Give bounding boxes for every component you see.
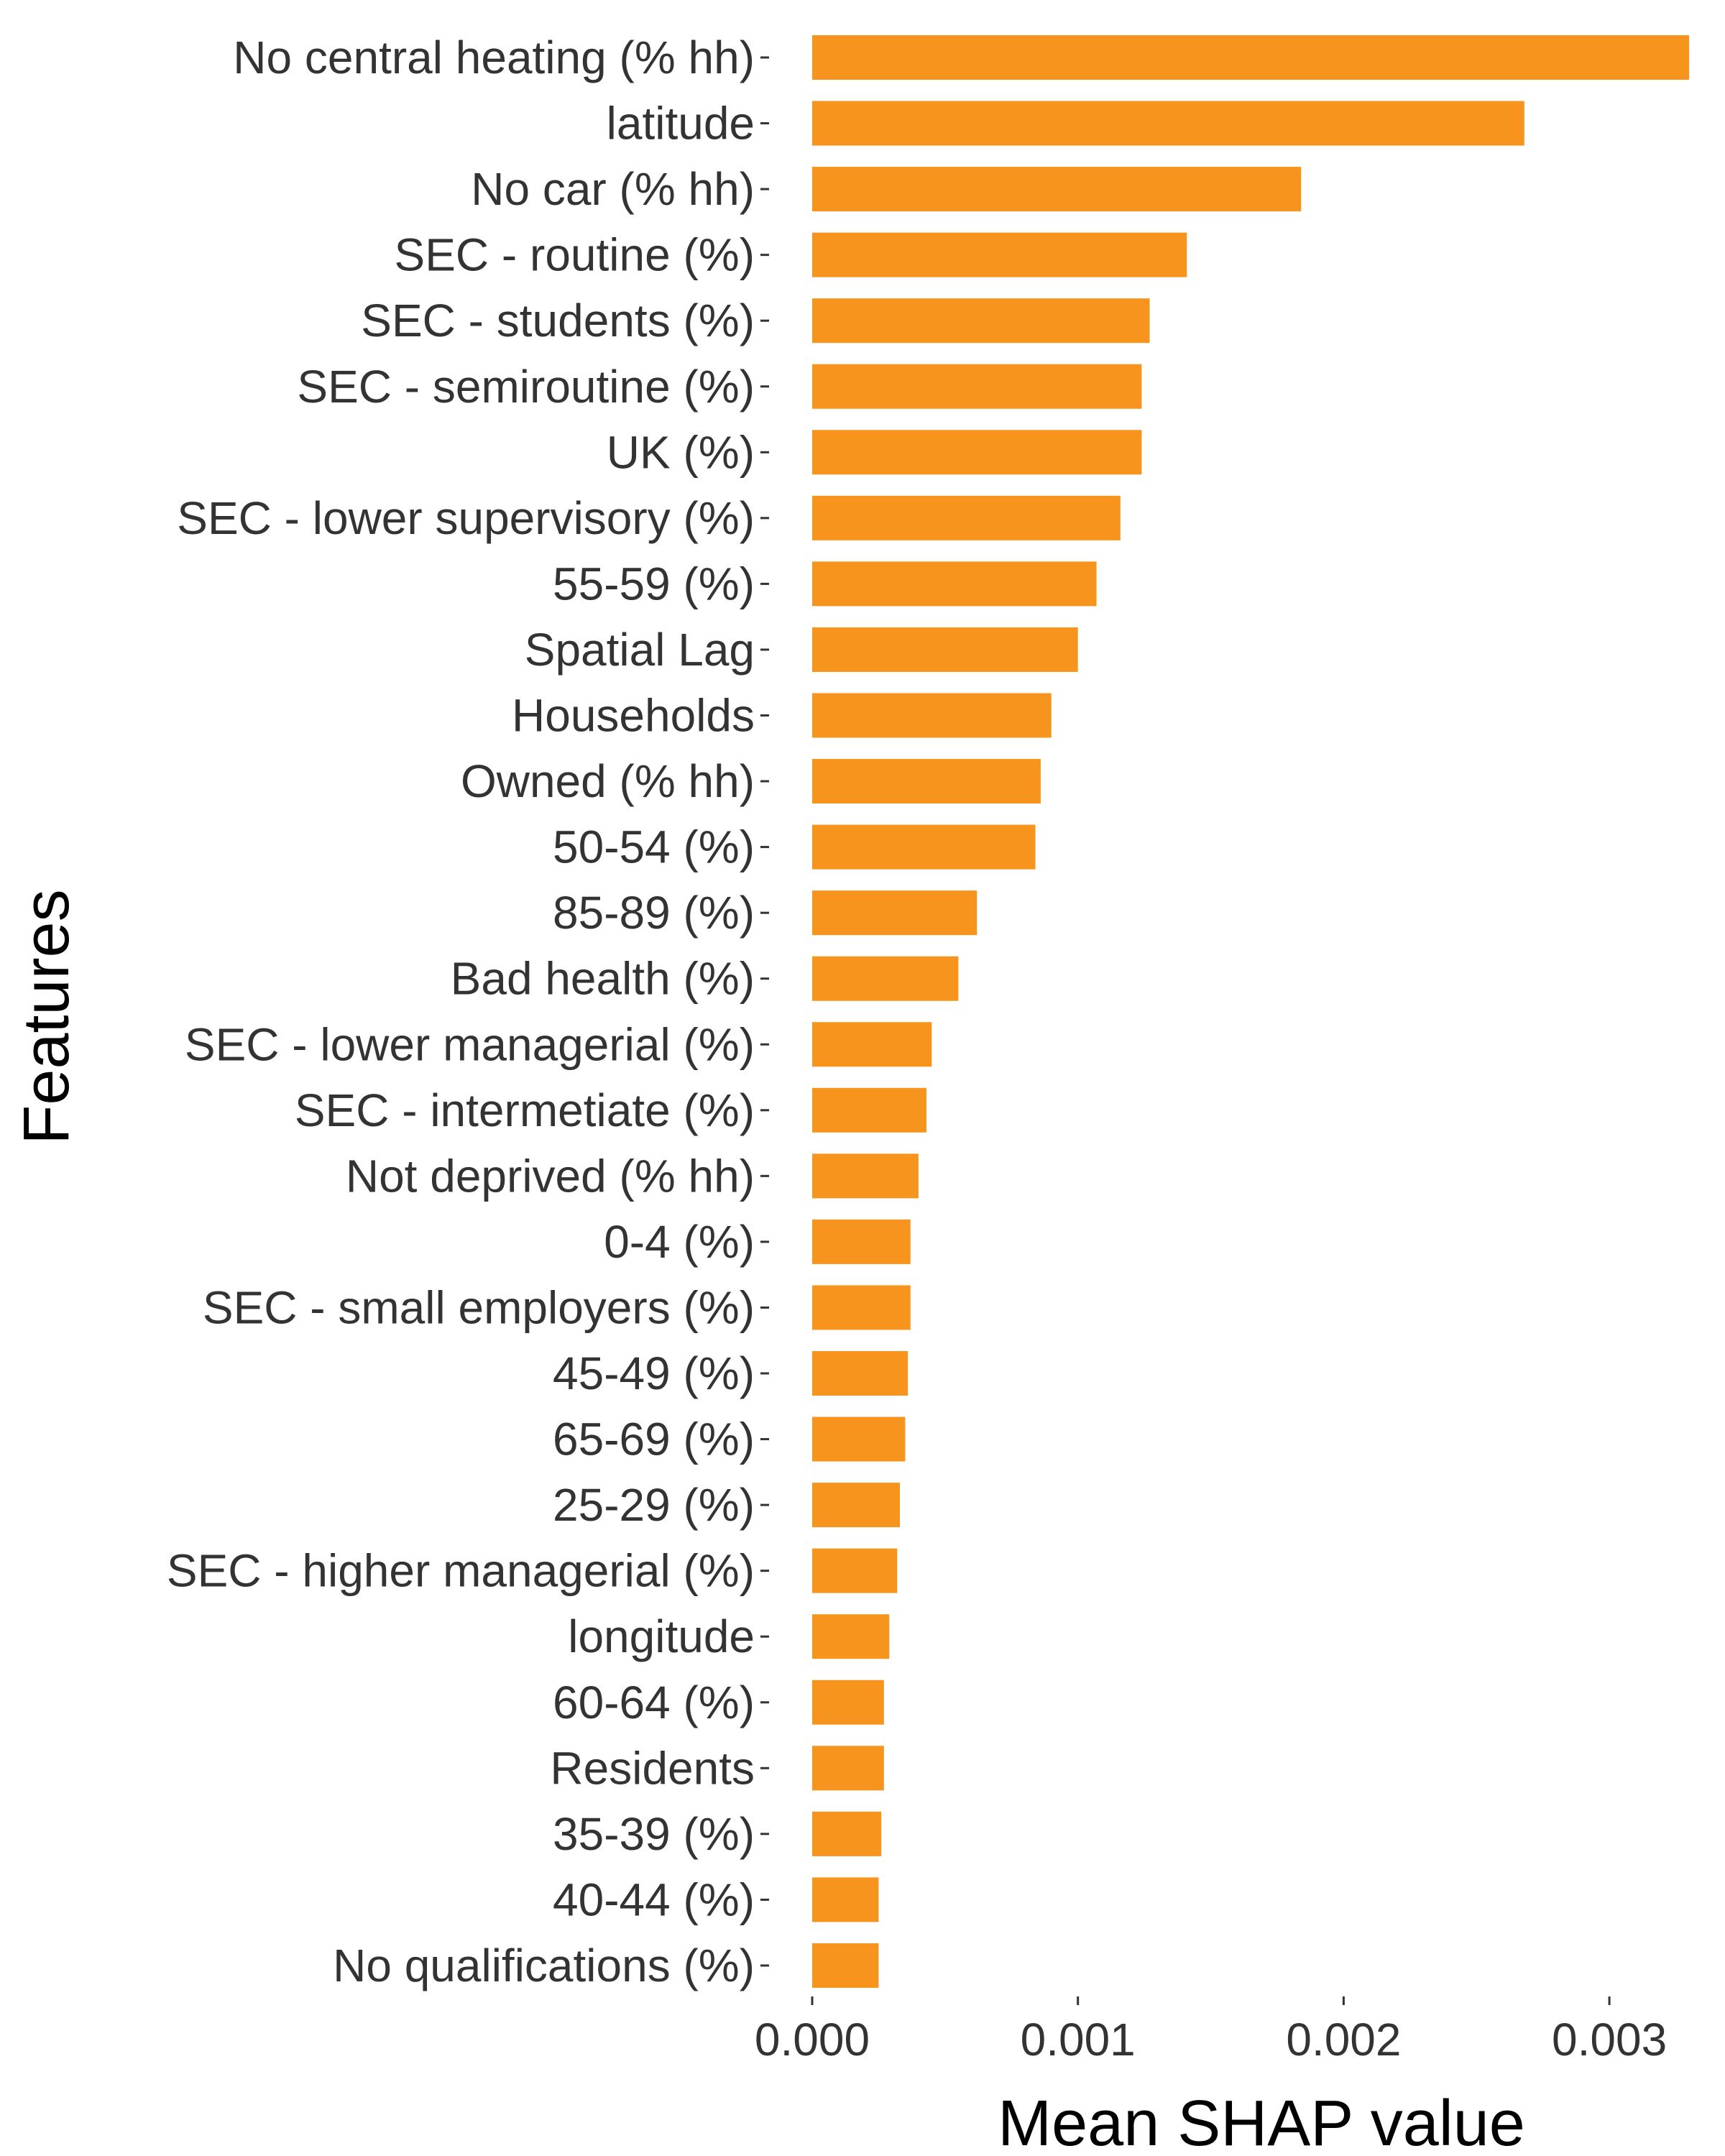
category-label: SEC - higher managerial (%) (167, 1545, 755, 1597)
category-label: 60-64 (%) (553, 1677, 755, 1728)
bar (812, 759, 1041, 804)
bar (812, 1219, 911, 1264)
x-tick-label: 0.000 (755, 2014, 870, 2065)
category-label: 65-69 (%) (553, 1414, 755, 1465)
category-label: 40-44 (%) (553, 1874, 755, 1925)
bar (812, 1614, 890, 1659)
x-tick-labels: 0.000 0.001 0.002 0.003 (755, 1996, 1667, 2065)
category-label: 45-49 (%) (553, 1348, 755, 1399)
bar (812, 824, 1036, 870)
bar (812, 1022, 932, 1067)
bar (812, 1746, 884, 1791)
bar (812, 1153, 919, 1199)
bar (812, 956, 959, 1001)
category-label: Households (512, 690, 755, 742)
category-label: SEC - small employers (%) (203, 1281, 755, 1333)
bar (812, 1548, 898, 1593)
bar (812, 1285, 911, 1330)
bar (812, 167, 1302, 212)
category-label: SEC - semiroutine (%) (297, 361, 755, 413)
category-label: SEC - lower supervisory (%) (177, 492, 755, 544)
y-axis-title: Features (11, 889, 83, 1144)
category-label: Bad health (%) (451, 953, 755, 1005)
x-tick-label: 0.001 (1021, 2014, 1136, 2065)
bars-group (812, 35, 1689, 1988)
bar (812, 298, 1150, 344)
bar (812, 430, 1142, 475)
bar (812, 1351, 908, 1396)
bar (812, 1416, 906, 1462)
category-label: latitude (607, 98, 755, 149)
category-label: longitude (568, 1611, 755, 1662)
bar (812, 232, 1187, 277)
category-label: No car (% hh) (471, 163, 755, 215)
category-label: 35-39 (%) (553, 1808, 755, 1860)
category-label: SEC - intermetiate (%) (295, 1084, 755, 1136)
bar (812, 890, 978, 936)
x-axis-title: Mean SHAP value (998, 2088, 1525, 2156)
category-labels: No central heating (% hh) latitude No car … (167, 32, 755, 1991)
bar (812, 101, 1524, 146)
bar (812, 1483, 900, 1528)
x-tick-label: 0.003 (1552, 2014, 1667, 2065)
category-label: UK (%) (607, 426, 755, 478)
category-label: 50-54 (%) (553, 821, 755, 873)
category-label: SEC - students (%) (361, 295, 755, 346)
bar (812, 364, 1142, 409)
category-label: 25-29 (%) (553, 1479, 755, 1531)
bar (812, 1877, 879, 1922)
category-label: No central heating (% hh) (233, 32, 755, 83)
category-label: SEC - routine (%) (395, 229, 755, 281)
bar (812, 35, 1689, 80)
bar (812, 495, 1121, 540)
bar (812, 693, 1052, 738)
x-tick-label: 0.002 (1286, 2014, 1401, 2065)
bar (812, 1811, 882, 1856)
category-label: Not deprived (% hh) (346, 1150, 755, 1202)
category-label: 0-4 (%) (604, 1216, 755, 1268)
category-label: Residents (550, 1742, 755, 1794)
bar (812, 1680, 884, 1725)
category-label: SEC - lower managerial (%) (185, 1018, 755, 1070)
y-tick-marks (760, 56, 769, 1967)
category-label: 85-89 (%) (553, 887, 755, 939)
bar (812, 1087, 926, 1133)
category-label: No qualifications (%) (333, 1940, 755, 1991)
category-label: Owned (% hh) (461, 755, 755, 807)
bar (812, 627, 1078, 672)
bar (812, 1943, 879, 1988)
category-label: 55-59 (%) (553, 558, 755, 609)
category-label: Spatial Lag (525, 624, 755, 676)
bar (812, 561, 1097, 607)
